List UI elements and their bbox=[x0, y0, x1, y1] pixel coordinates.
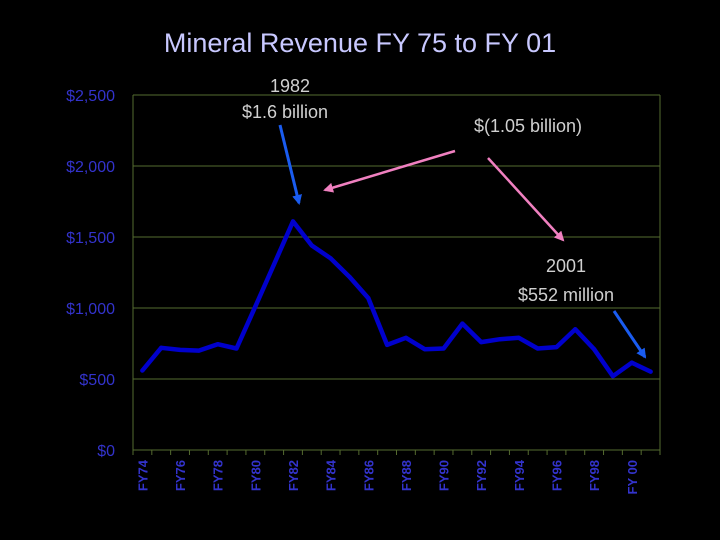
arrow-deficit-left bbox=[323, 149, 456, 193]
y-tick-label: $500 bbox=[79, 372, 115, 389]
data-point bbox=[648, 369, 653, 374]
x-tick-label: FY86 bbox=[361, 460, 376, 491]
x-tick-label: FY80 bbox=[248, 460, 263, 491]
data-point bbox=[403, 335, 408, 340]
data-point bbox=[629, 360, 634, 365]
x-tick-label: FY90 bbox=[437, 460, 452, 491]
annotation-2001-value: $552 million bbox=[518, 285, 614, 305]
annotation-1982-year: 1982 bbox=[270, 76, 310, 96]
annotation-deficit: $(1.05 billion) bbox=[474, 116, 582, 136]
data-point bbox=[234, 346, 239, 351]
data-point bbox=[253, 304, 258, 309]
data-point bbox=[610, 374, 615, 379]
data-point bbox=[366, 296, 371, 301]
data-point bbox=[178, 347, 183, 352]
y-tick-label: $0 bbox=[97, 443, 115, 460]
grid bbox=[132, 94, 661, 455]
x-tick-label: FY 00 bbox=[625, 460, 640, 494]
data-point bbox=[479, 340, 484, 345]
data-point bbox=[328, 256, 333, 261]
x-tick-label: FY96 bbox=[549, 460, 564, 491]
arrow-2001 bbox=[612, 310, 647, 359]
series-line-0 bbox=[140, 219, 653, 379]
data-point bbox=[460, 321, 465, 326]
x-tick-label: FY78 bbox=[211, 460, 226, 491]
chart-title: Mineral Revenue FY 75 to FY 01 bbox=[164, 28, 556, 58]
data-point bbox=[592, 347, 597, 352]
x-tick-label: FY84 bbox=[324, 459, 339, 491]
x-tick-label: FY76 bbox=[173, 460, 188, 491]
data-point bbox=[573, 327, 578, 332]
x-tick-label: FY82 bbox=[286, 460, 301, 491]
data-point bbox=[309, 243, 314, 248]
data-point bbox=[290, 219, 295, 224]
data-point bbox=[554, 345, 559, 350]
x-axis-ticks: FY74 FY76 FY78 FY80 FY82 FY84 FY86 FY88 FY90 FY92… bbox=[135, 459, 639, 494]
y-tick-label: $1,500 bbox=[66, 230, 115, 247]
data-point bbox=[441, 346, 446, 351]
y-tick-label: $2,500 bbox=[66, 88, 115, 105]
data-point bbox=[498, 337, 503, 342]
y-tick-label: $1,000 bbox=[66, 301, 115, 318]
data-point bbox=[196, 348, 201, 353]
series bbox=[140, 219, 653, 379]
data-point bbox=[140, 368, 145, 373]
data-point bbox=[422, 347, 427, 352]
data-point bbox=[347, 274, 352, 279]
x-tick-label: FY98 bbox=[587, 460, 602, 491]
annotation-2001-year: 2001 bbox=[546, 256, 586, 276]
y-axis-ticks: $0 $500 $1,000 $1,500 $2,000 $2,500 bbox=[66, 88, 115, 460]
y-tick-label: $2,000 bbox=[66, 159, 115, 176]
data-point bbox=[385, 342, 390, 347]
x-tick-label: FY88 bbox=[399, 460, 414, 491]
arrow-deficit-right bbox=[487, 157, 565, 242]
data-point bbox=[516, 335, 521, 340]
data-point bbox=[535, 346, 540, 351]
x-tick-label: FY94 bbox=[512, 459, 527, 491]
data-point bbox=[215, 342, 220, 347]
data-point bbox=[272, 261, 277, 266]
x-tick-label: FY74 bbox=[135, 459, 150, 491]
data-point bbox=[159, 345, 164, 350]
x-tick-label: FY92 bbox=[474, 460, 489, 491]
arrow-1982 bbox=[278, 124, 302, 205]
annotation-1982-value: $1.6 billion bbox=[242, 102, 328, 122]
